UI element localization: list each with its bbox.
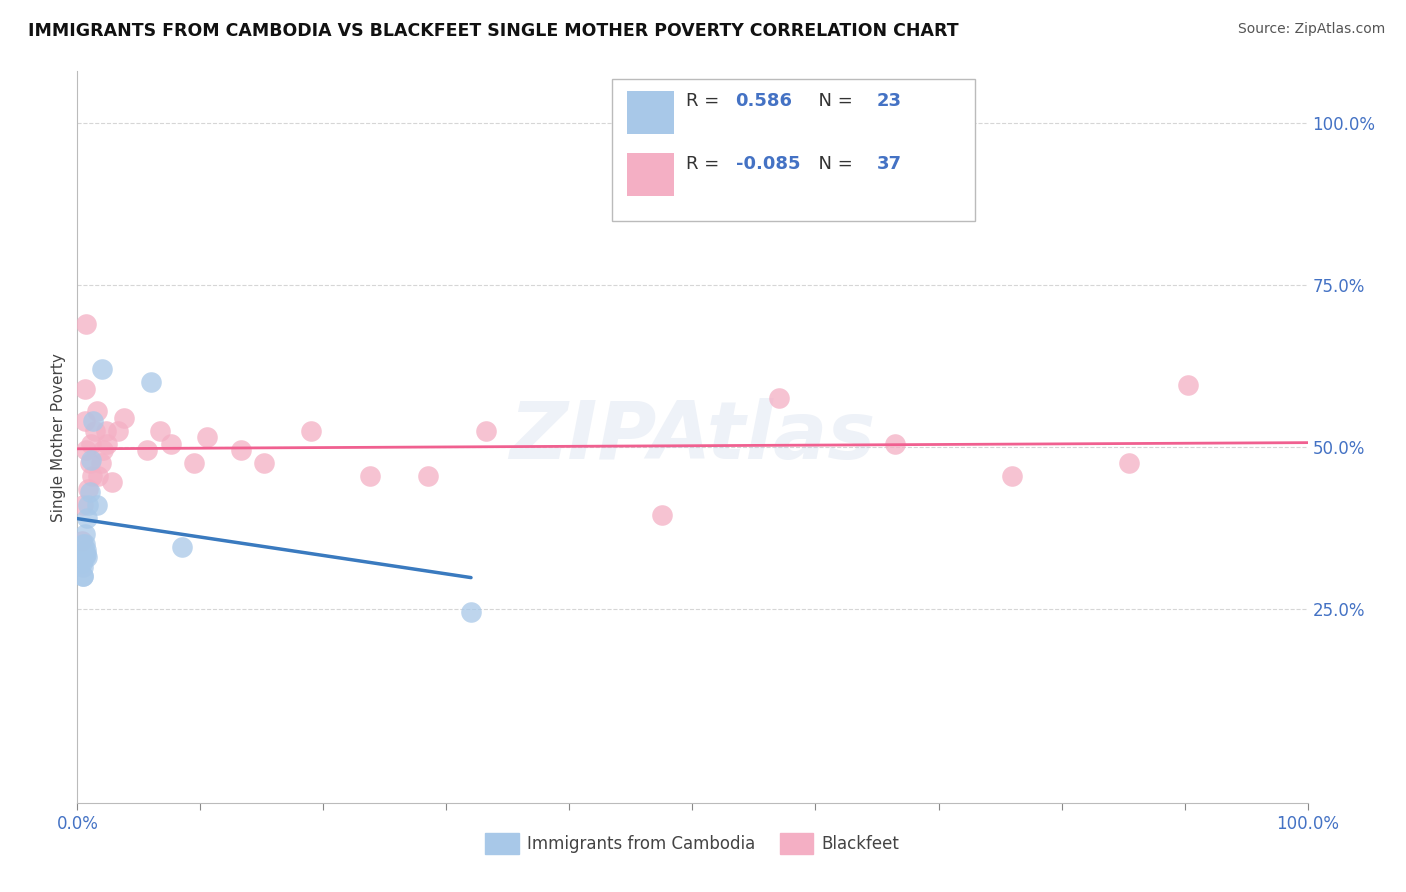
Text: -0.085: -0.085 [735,155,800,173]
Point [416,469,439,483]
Point [1118,456,1140,470]
Point [160,436,183,450]
Point [183,456,205,470]
Point [83,424,105,438]
Text: ZIPAtlas: ZIPAtlas [509,398,876,476]
Point [86,404,108,418]
Text: 0.586: 0.586 [735,92,793,110]
Point [72,569,94,583]
Point [73,382,96,396]
Point [141,375,163,389]
Point [1001,469,1024,483]
Text: N =: N = [807,155,859,173]
Text: 23: 23 [877,92,903,110]
Text: 37: 37 [877,155,903,173]
Point [77,498,100,512]
Point [76,511,98,525]
Point [72,559,94,574]
Text: Source: ZipAtlas.com: Source: ZipAtlas.com [1237,22,1385,37]
Point [136,443,159,458]
Point [96,436,118,450]
Point [86,498,108,512]
Point [72,569,94,583]
Text: R =: R = [686,155,725,173]
Point [149,424,172,438]
Point [82,414,104,428]
Point [90,456,112,470]
Bar [627,91,673,134]
Point [91,443,114,458]
Point [475,424,498,438]
Point [70,547,93,561]
Point [112,410,135,425]
Point [87,469,110,483]
Text: R =: R = [686,92,725,110]
Point [460,605,482,619]
Point [80,436,103,450]
Point [70,557,93,571]
Point [76,549,98,564]
Point [299,424,322,438]
Point [80,452,103,467]
Point [101,475,124,490]
Point [75,543,97,558]
Point [73,537,96,551]
Point [70,533,93,548]
Text: N =: N = [807,92,859,110]
Point [90,362,114,376]
Point [72,498,94,512]
Point [253,456,276,470]
Point [73,414,96,428]
Point [170,540,193,554]
Point [79,485,101,500]
Point [107,424,129,438]
Point [72,537,94,551]
Point [229,443,252,458]
Point [768,391,790,405]
Point [75,443,97,458]
Point [70,549,93,564]
Point [73,549,96,564]
Point [195,430,218,444]
Point [77,482,100,496]
Point [884,436,907,450]
Point [79,456,101,470]
Point [73,527,96,541]
Legend: Immigrants from Cambodia, Blackfeet: Immigrants from Cambodia, Blackfeet [478,827,907,860]
Y-axis label: Single Mother Poverty: Single Mother Poverty [51,352,66,522]
Text: IMMIGRANTS FROM CAMBODIA VS BLACKFEET SINGLE MOTHER POVERTY CORRELATION CHART: IMMIGRANTS FROM CAMBODIA VS BLACKFEET SI… [28,22,959,40]
Bar [613,78,976,221]
Point [651,508,673,522]
Point [82,469,104,483]
Point [75,547,97,561]
Point [75,317,97,331]
Bar [627,153,673,195]
Point [94,424,117,438]
Point [359,469,381,483]
Point [1177,378,1199,392]
